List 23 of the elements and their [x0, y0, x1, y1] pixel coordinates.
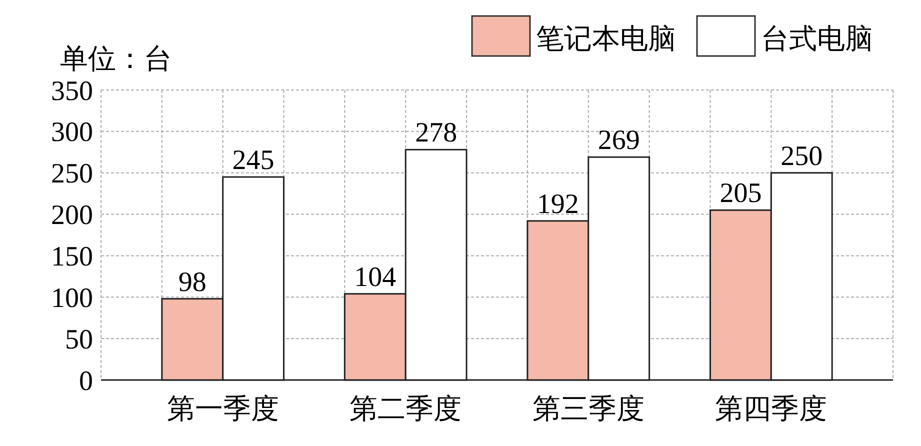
y-tick-label: 300: [51, 117, 93, 148]
y-tick-label: 50: [65, 324, 93, 356]
data-label: 192: [536, 188, 579, 220]
x-tick-label: 第二季度: [350, 394, 462, 425]
x-tick-label: 第一季度: [166, 394, 279, 425]
x-tick-label: 第三季度: [532, 394, 644, 425]
data-label: 205: [720, 178, 762, 210]
y-tick-label: 100: [51, 282, 93, 314]
text: 台式电脑: [761, 24, 873, 55]
data-label: 245: [232, 145, 274, 176]
y-tick-label: 350: [51, 76, 93, 107]
y-tick-label: 0: [79, 366, 93, 397]
y-tick-label: 150: [51, 242, 93, 273]
data-label: 278: [415, 118, 458, 149]
y-tick-label: 250: [51, 158, 93, 190]
data-label: 98: [178, 266, 206, 298]
legend-label: 笔记本电脑: [536, 24, 676, 55]
data-label: 269: [598, 125, 640, 156]
data-label: 250: [780, 140, 823, 172]
y-tick-label: 200: [51, 200, 93, 232]
data-label: 104: [354, 262, 396, 293]
y-axis-title: 单位：台: [60, 44, 172, 75]
x-tick-label: 第四季度: [715, 394, 828, 425]
